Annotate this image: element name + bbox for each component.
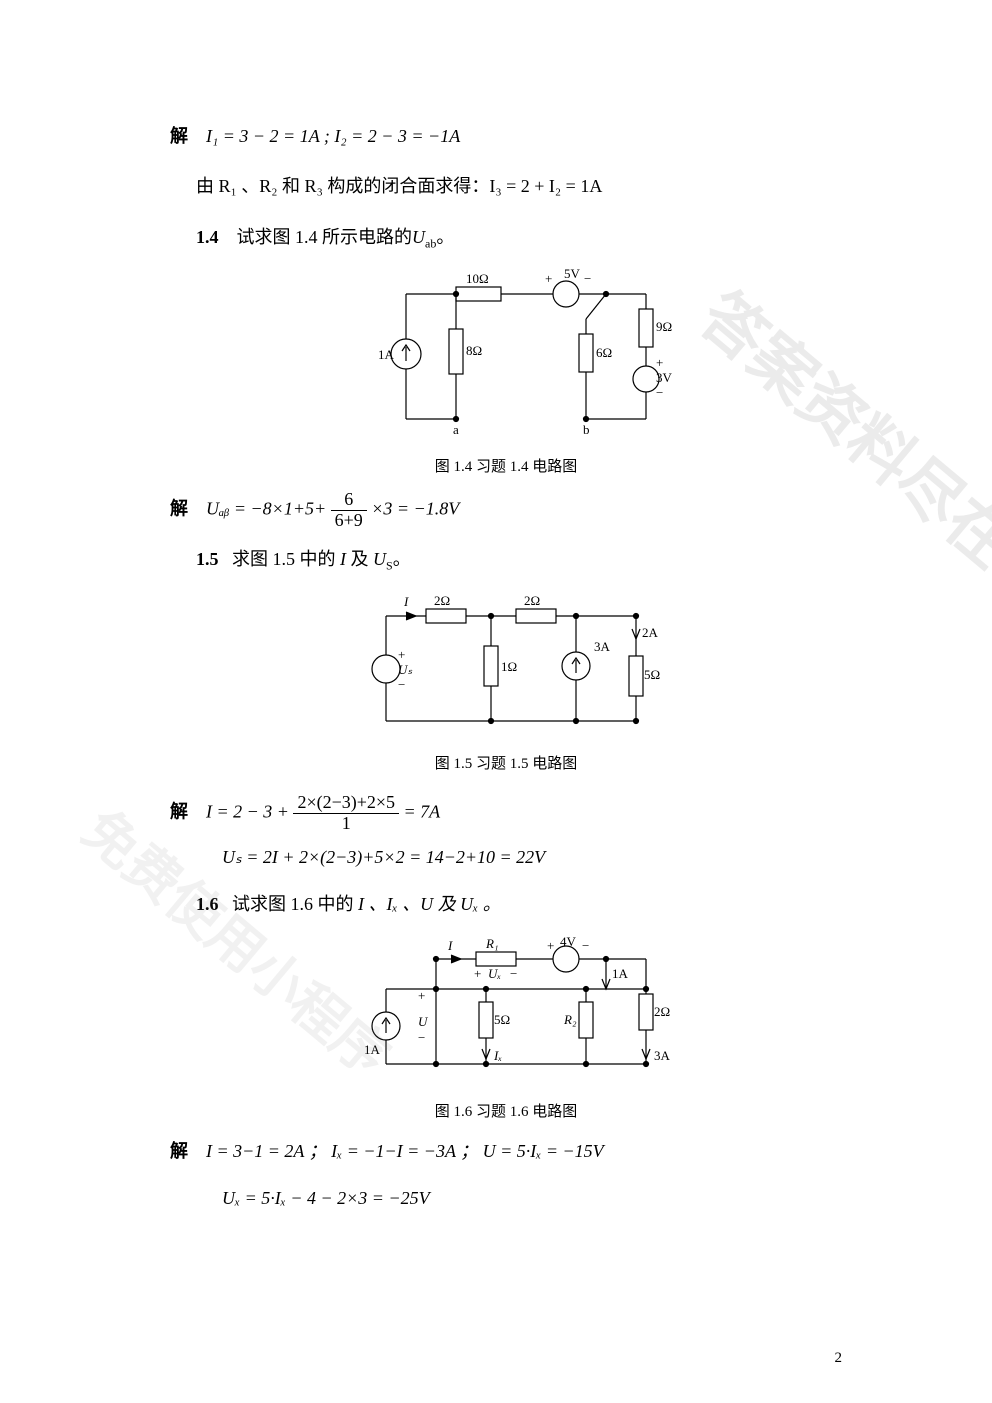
solution-label: 解 xyxy=(170,1141,188,1161)
period: 。 xyxy=(436,227,454,247)
derivation-text: 由 R₁ 、R₂ 和 R₃ 构成的闭合面求得：I₃ = 2 + I₂ = 1A xyxy=(196,176,602,196)
sub-s: S xyxy=(386,558,393,572)
label-R1: R₁ xyxy=(485,936,498,951)
sol15-l1-lhs: I = 2 − 3 + xyxy=(206,801,289,821)
figure-1-5-caption: 图 1.5 习题 1.5 电路图 xyxy=(170,752,842,773)
var-I: I xyxy=(340,549,346,569)
sub-ab: ab xyxy=(425,236,436,250)
figure-1-6-caption: 图 1.6 习题 1.6 电路图 xyxy=(170,1100,842,1121)
label-2ohm-b: 2Ω xyxy=(524,593,540,608)
frac-num: 6 xyxy=(331,490,367,511)
label-plus-5v: + xyxy=(545,271,552,286)
frac-den: 6+9 xyxy=(331,511,367,531)
label-10ohm: 10Ω xyxy=(466,271,489,286)
label-plus-us: + xyxy=(398,647,405,662)
mid-text: 及 xyxy=(351,549,369,569)
label-2a: 2A xyxy=(642,625,659,640)
circuit-1-6-svg: I R₁ + 4V − 1A + Uₓ − + U − 1A 5Ω R₂ 2Ω … xyxy=(326,934,686,1089)
sol16-l2: Uₓ = 5·Iₓ − 4 − 2×3 = −25V xyxy=(222,1188,430,1208)
label-plus-3v: + xyxy=(656,355,663,370)
label-1a-down: 1A xyxy=(612,966,629,981)
sol14-lhs: Uₐᵦ = −8×1+5+ xyxy=(206,498,326,518)
label-2ohm-a: 2Ω xyxy=(434,593,450,608)
sol14-frac: 6 6+9 xyxy=(331,490,367,531)
problem-number: 1.4 xyxy=(196,227,219,247)
solution-label: 解 xyxy=(170,801,188,821)
label-minus-ux: − xyxy=(510,966,517,981)
solution-1-6-line1: 解 I = 3−1 = 2A ； Iₓ = −1−I = −3A ； U = 5… xyxy=(170,1135,842,1167)
solution-label: 解 xyxy=(170,498,188,518)
label-1a-left: 1A xyxy=(364,1042,381,1057)
label-1a: 1A xyxy=(378,347,395,362)
label-5ohm: 5Ω xyxy=(644,667,660,682)
label-8ohm: 8Ω xyxy=(466,343,482,358)
label-4v: 4V xyxy=(560,934,577,949)
label-1ohm: 1Ω xyxy=(501,659,517,674)
label-node-b: b xyxy=(583,422,590,437)
label-R2: R₂ xyxy=(563,1012,577,1027)
page-number: 2 xyxy=(835,1350,843,1367)
sol15-l2: Uₛ = 2I + 2×(2−3)+5×2 = 14−2+10 = 22V xyxy=(222,847,545,867)
problem-text: 试求图 1.4 所示电路的 xyxy=(237,227,413,247)
label-minus-4v: − xyxy=(582,938,589,953)
sol16-l1: I = 3−1 = 2A ； Iₓ = −1−I = −3A ； U = 5·I… xyxy=(206,1141,604,1161)
label-9ohm: 9Ω xyxy=(656,319,672,334)
label-2ohm: 2Ω xyxy=(654,1004,670,1019)
solution-expr: I₁ = 3 − 2 = 1A ; I₂ = 2 − 3 = −1A xyxy=(206,126,460,146)
solution-1-5-line1: 解 I = 2 − 3 + 2×(2−3)+2×5 1 = 7A xyxy=(170,793,842,834)
label-plus-4v: + xyxy=(547,938,554,953)
figure-1-4: 10Ω + 5V − 9Ω + 3V − 8Ω 6Ω 1A a b xyxy=(170,269,842,449)
var-U: U xyxy=(412,227,425,247)
problem-1-4: 1.4 试求图 1.4 所示电路的Uab。 xyxy=(170,221,842,255)
label-plus-U: + xyxy=(418,988,425,1003)
circuit-1-5-svg: I 2Ω 2Ω + Uₛ − 1Ω 3A 2A 5Ω xyxy=(336,591,676,741)
sol14-rhs: ×3 = −1.8V xyxy=(371,498,459,518)
label-3a: 3A xyxy=(594,639,611,654)
sol15-l1-rhs: = 7A xyxy=(404,801,441,821)
label-minus-us: − xyxy=(398,677,405,692)
label-minus-3v: − xyxy=(656,385,663,400)
label-node-a: a xyxy=(453,422,459,437)
label-Ux: Uₓ xyxy=(488,966,501,981)
problem-number: 1.6 xyxy=(196,894,219,914)
solution-1-5-line2: Uₛ = 2I + 2×(2−3)+5×2 = 14−2+10 = 22V xyxy=(170,841,842,873)
solution-1-6-line2: Uₓ = 5·Iₓ − 4 − 2×3 = −25V xyxy=(170,1182,842,1214)
label-U: U xyxy=(418,1014,429,1029)
label-5ohm: 5Ω xyxy=(494,1012,510,1027)
solution-line-top2: 由 R₁ 、R₂ 和 R₃ 构成的闭合面求得：I₃ = 2 + I₂ = 1A xyxy=(170,170,842,202)
sol15-frac: 2×(2−3)+2×5 1 xyxy=(293,793,399,834)
problem-text: 试求图 1.6 中的 xyxy=(232,894,354,914)
label-minus-U: − xyxy=(418,1030,425,1045)
label-minus-5v: − xyxy=(584,271,591,286)
label-3v: 3V xyxy=(656,370,673,385)
label-5v: 5V xyxy=(564,269,581,281)
frac-den: 1 xyxy=(293,814,399,834)
problem-1-6: 1.6 试求图 1.6 中的 I 、Iₓ 、U 及 Uₓ 。 xyxy=(170,888,842,920)
figure-1-5: I 2Ω 2Ω + Uₛ − 1Ω 3A 2A 5Ω xyxy=(170,591,842,746)
var-Us: U xyxy=(373,549,386,569)
circuit-1-4-svg: 10Ω + 5V − 9Ω + 3V − 8Ω 6Ω 1A a b xyxy=(326,269,686,444)
frac-num: 2×(2−3)+2×5 xyxy=(293,793,399,814)
label-I: I xyxy=(403,594,409,609)
label-3a: 3A xyxy=(654,1048,671,1063)
problem-text: 求图 1.5 中的 xyxy=(232,549,336,569)
figure-1-4-caption: 图 1.4 习题 1.4 电路图 xyxy=(170,455,842,476)
label-6ohm: 6Ω xyxy=(596,345,612,360)
label-plus-ux: + xyxy=(474,966,481,981)
problem-1-5: 1.5 求图 1.5 中的 I 及 US。 xyxy=(170,543,842,577)
problem-number: 1.5 xyxy=(196,549,219,569)
label-I: I xyxy=(447,938,453,953)
solution-label: 解 xyxy=(170,126,188,146)
period: 。 xyxy=(393,549,411,569)
solution-1-4: 解 Uₐᵦ = −8×1+5+ 6 6+9 ×3 = −1.8V xyxy=(170,490,842,531)
problem-seq: I 、Iₓ 、U 及 Uₓ 。 xyxy=(358,894,501,914)
solution-line-top: 解 I₁ = 3 − 2 = 1A ; I₂ = 2 − 3 = −1A xyxy=(170,120,842,152)
label-Ix: Iₓ xyxy=(493,1048,502,1063)
label-us: Uₛ xyxy=(398,662,412,677)
figure-1-6: I R₁ + 4V − 1A + Uₓ − + U − 1A 5Ω R₂ 2Ω … xyxy=(170,934,842,1094)
